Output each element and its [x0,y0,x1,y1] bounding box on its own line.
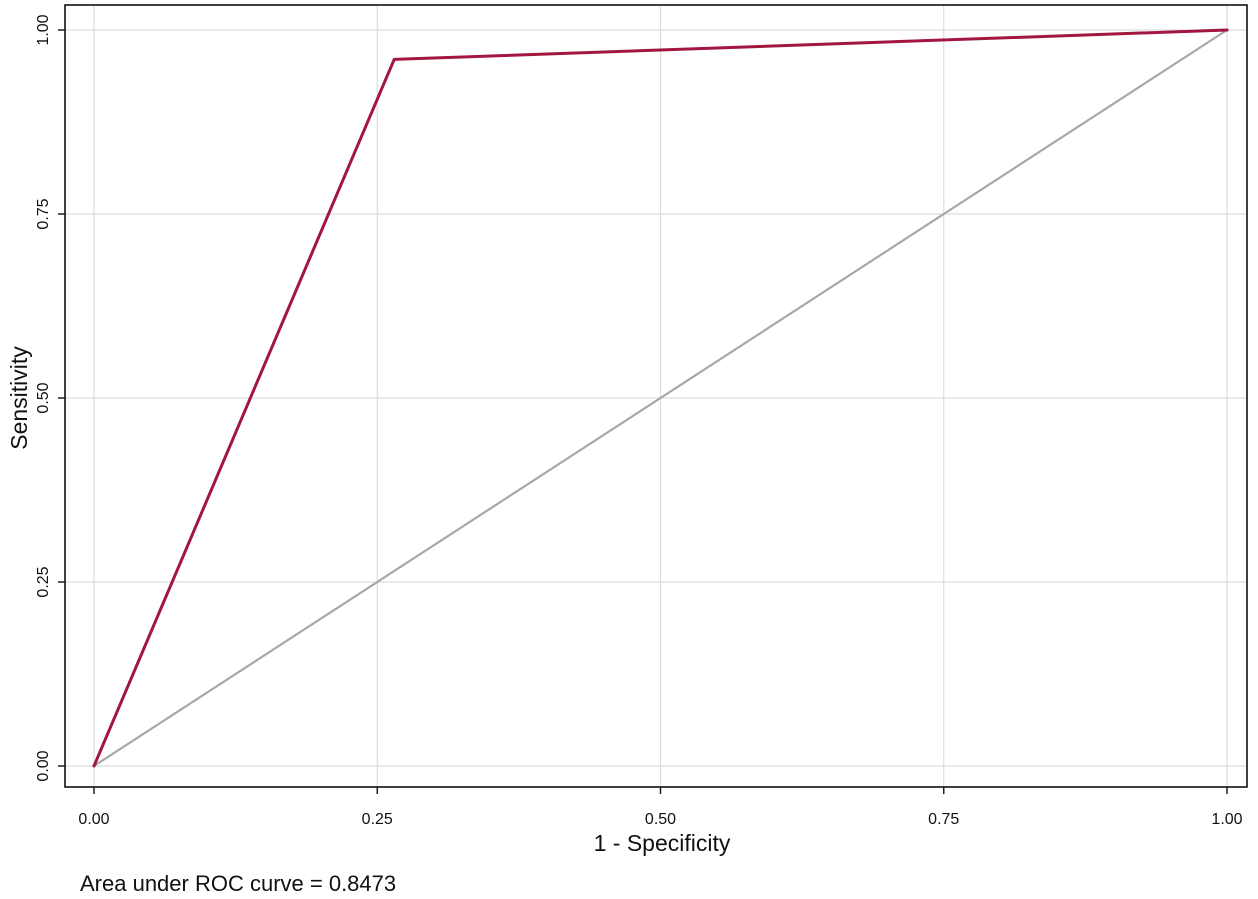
reference-line [92,28,1229,768]
grid-lines [65,5,1247,787]
y-tick-label-1: 0.25 [35,566,52,597]
x-tick-label-0: 0.00 [78,811,109,828]
x-tick-label-4: 1.00 [1211,811,1242,828]
x-tick-label-2: 0.50 [645,811,676,828]
plot-frame [64,4,1248,788]
series-layer [92,28,1229,768]
x-axis-title: 1 - Specificity [594,830,731,856]
y-tick-label-2: 0.50 [35,382,52,413]
y-tick-label-0: 0.00 [35,750,52,781]
x-tick-label-3: 0.75 [928,811,959,828]
x-tick-label-1: 0.25 [362,811,393,828]
y-tick-label-4: 1.00 [35,14,52,45]
auc-annotation: Area under ROC curve = 0.8473 [80,871,396,896]
y-axis-title: Sensitivity [6,346,32,450]
roc-curve-point-0 [92,764,96,768]
roc-curve-point-2 [1225,28,1229,32]
axis-ticks [58,29,1228,794]
y-tick-label-3: 0.75 [35,198,52,229]
roc-curve-point-1 [392,58,396,61]
tick-labels: 0.00 0.25 0.50 0.75 1.00 0.00 0.25 0.50 0.75 1.00 [35,14,1243,828]
